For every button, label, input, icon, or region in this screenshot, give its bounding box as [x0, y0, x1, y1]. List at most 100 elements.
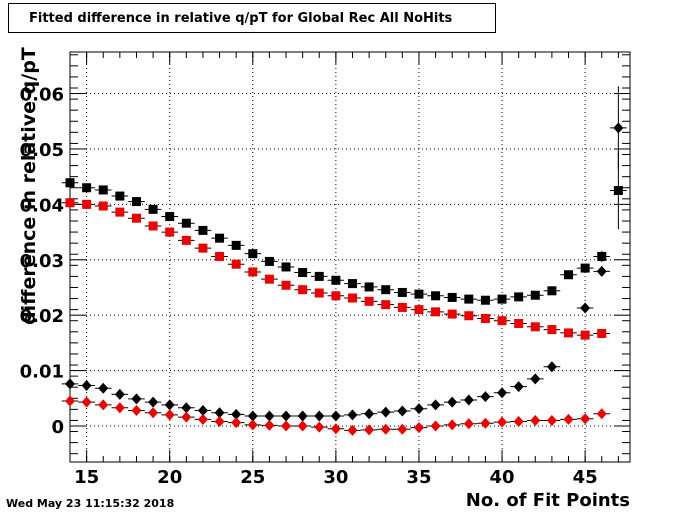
data-point-square	[148, 221, 158, 231]
data-point-diamond	[364, 424, 375, 436]
data-point-diamond	[530, 414, 541, 426]
data-point-square	[98, 185, 108, 195]
data-point-square	[564, 270, 574, 280]
data-point-diamond	[596, 265, 607, 277]
data-point-diamond	[181, 402, 192, 414]
timestamp: Wed May 23 11:15:32 2018	[6, 497, 175, 510]
data-point-diamond	[131, 404, 142, 416]
data-point-diamond	[314, 421, 325, 433]
data-point-square	[98, 201, 108, 211]
data-point-square	[580, 330, 590, 340]
data-point-square	[115, 207, 125, 217]
data-point-square	[264, 274, 274, 284]
data-point-square	[381, 285, 391, 295]
data-point-square	[597, 251, 607, 261]
data-point-square	[364, 296, 374, 306]
data-point-diamond	[81, 396, 92, 408]
data-point-square	[215, 251, 225, 261]
data-point-diamond	[497, 416, 508, 428]
data-point-diamond	[197, 404, 208, 416]
data-point-square	[564, 328, 574, 338]
data-point-square	[331, 275, 341, 285]
chart-title: Fitted difference in relative q/pT for G…	[8, 3, 496, 33]
data-point-diamond	[214, 416, 225, 428]
data-point-diamond	[65, 378, 75, 390]
data-point-diamond	[613, 122, 624, 134]
data-point-square	[115, 191, 125, 201]
data-point-diamond	[297, 420, 308, 432]
data-point-square	[547, 286, 557, 296]
series-2	[61, 86, 627, 422]
data-point-diamond	[580, 413, 591, 425]
data-point-diamond	[81, 380, 92, 392]
data-point-square	[215, 233, 225, 243]
data-point-diamond	[480, 391, 491, 403]
data-point-square	[414, 305, 424, 315]
data-point-square	[547, 325, 557, 335]
data-point-square	[447, 309, 457, 319]
data-point-diamond	[264, 410, 275, 422]
data-point-diamond	[596, 408, 607, 420]
data-point-diamond	[447, 396, 458, 408]
data-point-square	[464, 294, 474, 304]
data-point-diamond	[497, 387, 508, 399]
data-point-diamond	[114, 402, 125, 414]
data-point-diamond	[380, 406, 391, 418]
data-point-square	[248, 267, 258, 277]
data-point-diamond	[98, 399, 109, 411]
x-tick-label: 30	[323, 467, 348, 488]
data-point-square	[480, 295, 490, 305]
data-point-square	[530, 322, 540, 332]
data-point-diamond	[131, 393, 142, 405]
data-point-square	[431, 307, 441, 317]
data-point-diamond	[65, 395, 75, 407]
y-tick-label: 0.05	[20, 140, 64, 161]
data-point-diamond	[430, 399, 441, 411]
data-point-diamond	[347, 409, 358, 421]
data-point-diamond	[530, 373, 541, 385]
data-point-diamond	[98, 382, 109, 394]
data-point-square	[331, 291, 341, 301]
x-tick-label: 25	[240, 467, 265, 488]
data-point-square	[148, 204, 158, 214]
y-tick-label: 0	[51, 417, 64, 438]
data-series	[61, 86, 627, 436]
data-point-square	[514, 318, 524, 328]
data-point-diamond	[463, 394, 474, 406]
data-point-diamond	[330, 423, 341, 435]
data-point-square	[464, 311, 474, 321]
series-1	[61, 198, 611, 340]
data-point-square	[381, 300, 391, 310]
data-point-diamond	[281, 420, 292, 432]
data-point-diamond	[247, 419, 258, 431]
data-point-square	[82, 183, 92, 193]
data-point-square	[82, 199, 92, 209]
data-point-square	[480, 314, 490, 323]
data-point-square	[198, 243, 208, 253]
data-point-diamond	[247, 410, 258, 422]
data-point-square	[431, 291, 441, 301]
y-tick-label: 0.01	[20, 362, 64, 383]
data-point-square	[165, 227, 175, 237]
data-point-diamond	[546, 414, 557, 426]
data-point-diamond	[347, 424, 358, 436]
data-point-diamond	[580, 302, 591, 314]
data-point-diamond	[148, 396, 159, 408]
data-point-diamond	[563, 413, 574, 425]
data-point-square	[580, 263, 590, 273]
data-point-diamond	[546, 361, 557, 373]
data-point-square	[530, 290, 540, 300]
data-point-diamond	[164, 409, 175, 421]
data-point-square	[281, 280, 291, 290]
y-axis-label: difference in relative q/pT	[18, 47, 40, 325]
data-point-diamond	[430, 420, 441, 432]
data-point-diamond	[397, 405, 408, 417]
x-tick-label: 40	[490, 467, 515, 488]
data-point-square	[231, 259, 241, 269]
data-point-diamond	[197, 413, 208, 425]
x-axis-label: No. of Fit Points	[465, 490, 630, 511]
axis-ticks	[69, 52, 630, 462]
data-point-square	[597, 328, 607, 338]
data-point-square	[181, 235, 191, 245]
tick-labels: 15 20 25 30 35 40 45 0 0.01 0.02 0.03 0.04 0.05 0.06	[20, 85, 598, 488]
